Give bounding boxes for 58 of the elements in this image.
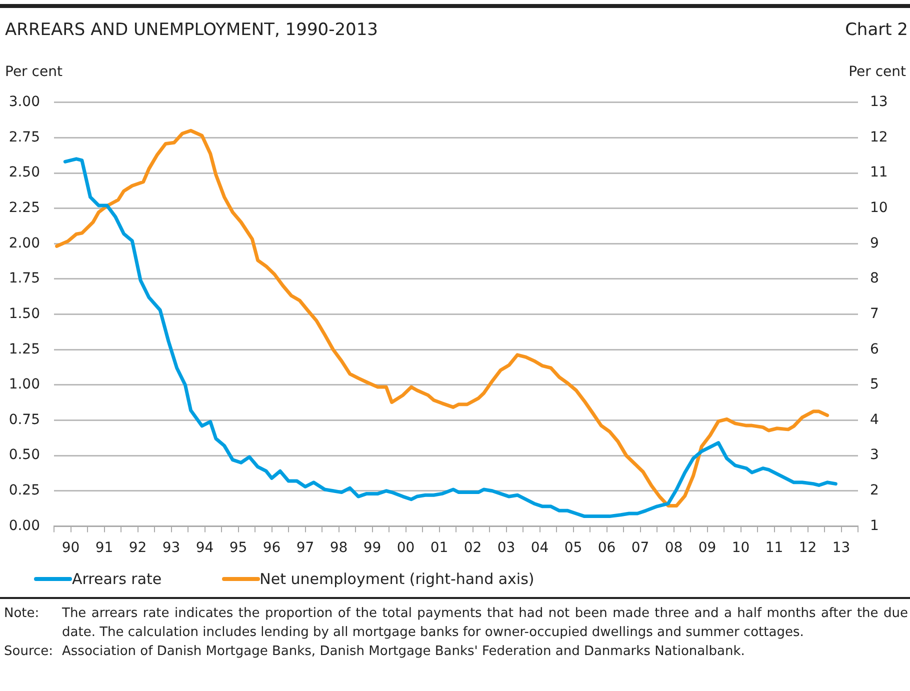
y-tick-label: 2.50	[8, 164, 40, 181]
y2-tick-label: 2	[870, 482, 879, 499]
x-tick-label: 05	[564, 540, 582, 556]
x-tick-label: 09	[698, 540, 716, 556]
y-tick-label: 2.00	[8, 235, 40, 252]
x-tick-label: 13	[832, 540, 850, 556]
x-tick-label: 08	[664, 540, 683, 556]
x-tick-label: 11	[765, 540, 784, 556]
source-note: Source: Association of Danish Mortgage Banks, Danish Mortgage Banks' Federation and Danmarks Nationalbank.	[4, 643, 745, 661]
y-tick-label: 2.75	[8, 129, 40, 146]
x-tick-label: 06	[598, 540, 616, 556]
y2-tick-label: 11	[870, 164, 888, 181]
x-tick-label: 03	[497, 540, 516, 556]
x-tick-label: 90	[62, 540, 80, 556]
x-tick-label: 00	[396, 540, 415, 556]
y-tick-label: 0.75	[8, 412, 40, 428]
y-tick-label: 1.75	[8, 270, 40, 287]
x-tick-label: 93	[162, 540, 180, 556]
y-axis-title: Per cent	[5, 64, 62, 80]
x-tick-label: 97	[296, 540, 314, 556]
x-tick-label: 99	[363, 540, 382, 556]
y2-tick-label: 5	[870, 376, 879, 393]
x-tick-label: 91	[95, 540, 114, 556]
y2-tick-label: 3	[870, 447, 879, 464]
x-tick-label: 02	[464, 540, 482, 556]
x-tick-label: 94	[196, 540, 214, 556]
x-tick-label: 07	[631, 540, 650, 556]
legend-label: Arrears rate	[72, 570, 162, 588]
x-tick-label: 96	[262, 540, 281, 556]
y2-tick-label: 10	[870, 200, 888, 216]
caption: Chart 2	[845, 20, 908, 40]
y2-tick-label: 7	[870, 306, 879, 322]
chart-title: ARREARS AND UNEMPLOYMENT, 1990-2013	[5, 20, 378, 40]
x-tick-label: 12	[798, 540, 817, 556]
y2-axis-title: Per cent	[848, 64, 906, 80]
x-tick-label: 92	[128, 540, 147, 556]
y-tick-label: 1.00	[8, 376, 40, 393]
text: Note: The arrears rate indicates the proportion of the total payments that had not been made three and a half months after the due date. The calculation includes lending by all mortgage banks for owner-occupied dwellings and summer cottages.	[4, 606, 908, 640]
y-tick-label: 3.00	[8, 94, 40, 110]
y-tick-label: 0.25	[8, 482, 40, 499]
y2-tick-label: 9	[870, 235, 879, 252]
legend-label: Net unemployment (right-hand axis)	[260, 570, 534, 588]
y-tick-label: 2.25	[8, 200, 40, 216]
x-tick-label: 01	[430, 540, 448, 556]
y2-tick-label: 12	[870, 129, 888, 146]
y2-tick-label: 6	[870, 341, 879, 358]
y-tick-label: 1.50	[8, 306, 40, 322]
y2-tick-label: 4	[870, 412, 879, 428]
y2-tick-label: 1	[870, 518, 879, 534]
y-tick-label: 0.50	[8, 447, 40, 464]
x-tick-label: 04	[530, 540, 549, 556]
y2-tick-label: 8	[870, 270, 879, 287]
x-tick-label: 98	[330, 540, 348, 556]
x-tick-label: 10	[732, 540, 750, 556]
y-tick-label: 1.25	[8, 341, 40, 358]
x-tick-label: 95	[229, 540, 248, 556]
y-tick-label: 0.00	[8, 518, 40, 534]
y2-tick-label: 13	[870, 94, 888, 110]
